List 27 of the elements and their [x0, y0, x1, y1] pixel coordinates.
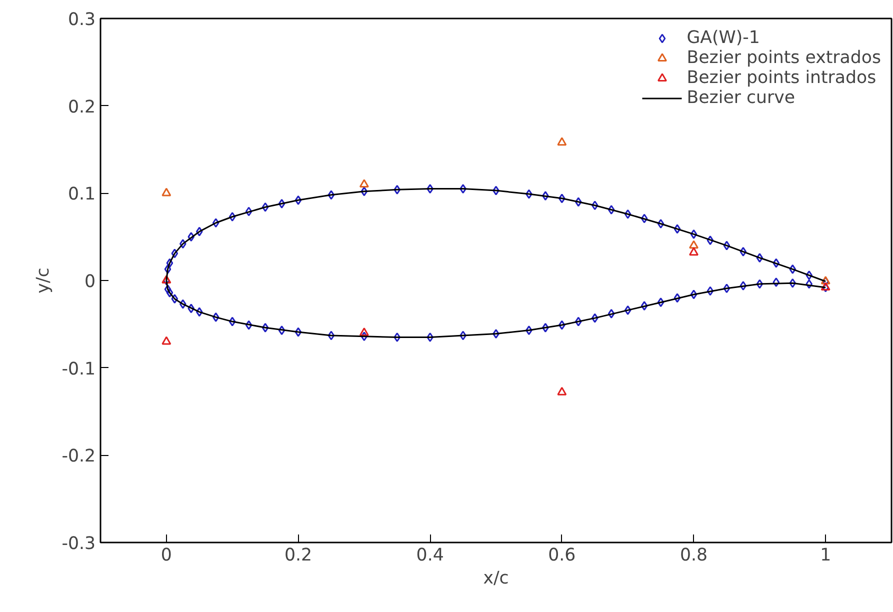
point [162, 188, 172, 196]
x-tick-label: 0.2 [284, 546, 312, 566]
point [359, 179, 369, 188]
legend-label: Bezier points extrados [686, 48, 881, 68]
y-tick-label: -0.2 [62, 446, 96, 467]
point [689, 247, 698, 256]
x-tick-label: 0.4 [416, 546, 444, 566]
legend-label: Bezier curve [686, 88, 796, 108]
x-tick-label: 0.8 [680, 546, 708, 566]
x-tick-label: 0 [160, 546, 172, 566]
x-tick-label: 0.6 [548, 546, 576, 566]
y-tick-label: -0.3 [62, 534, 96, 554]
y-tick-label: 0 [84, 272, 96, 292]
y-tick-label: 0.3 [68, 10, 96, 30]
x-axis-title: x/c [483, 568, 509, 588]
legend-label: Bezier points intrados [686, 68, 876, 88]
x-tick-label: 1 [820, 546, 832, 566]
y-tick-label: 0.1 [68, 184, 96, 205]
point [359, 328, 369, 336]
legend-label: GA(W)-1 [686, 28, 760, 48]
y-axis-title: y/c [34, 268, 54, 294]
y-tick-label: 0.2 [68, 97, 96, 118]
y-tick-label: -0.1 [62, 359, 96, 380]
point [162, 336, 172, 345]
point [557, 137, 567, 146]
point [689, 240, 698, 249]
point [557, 386, 567, 396]
